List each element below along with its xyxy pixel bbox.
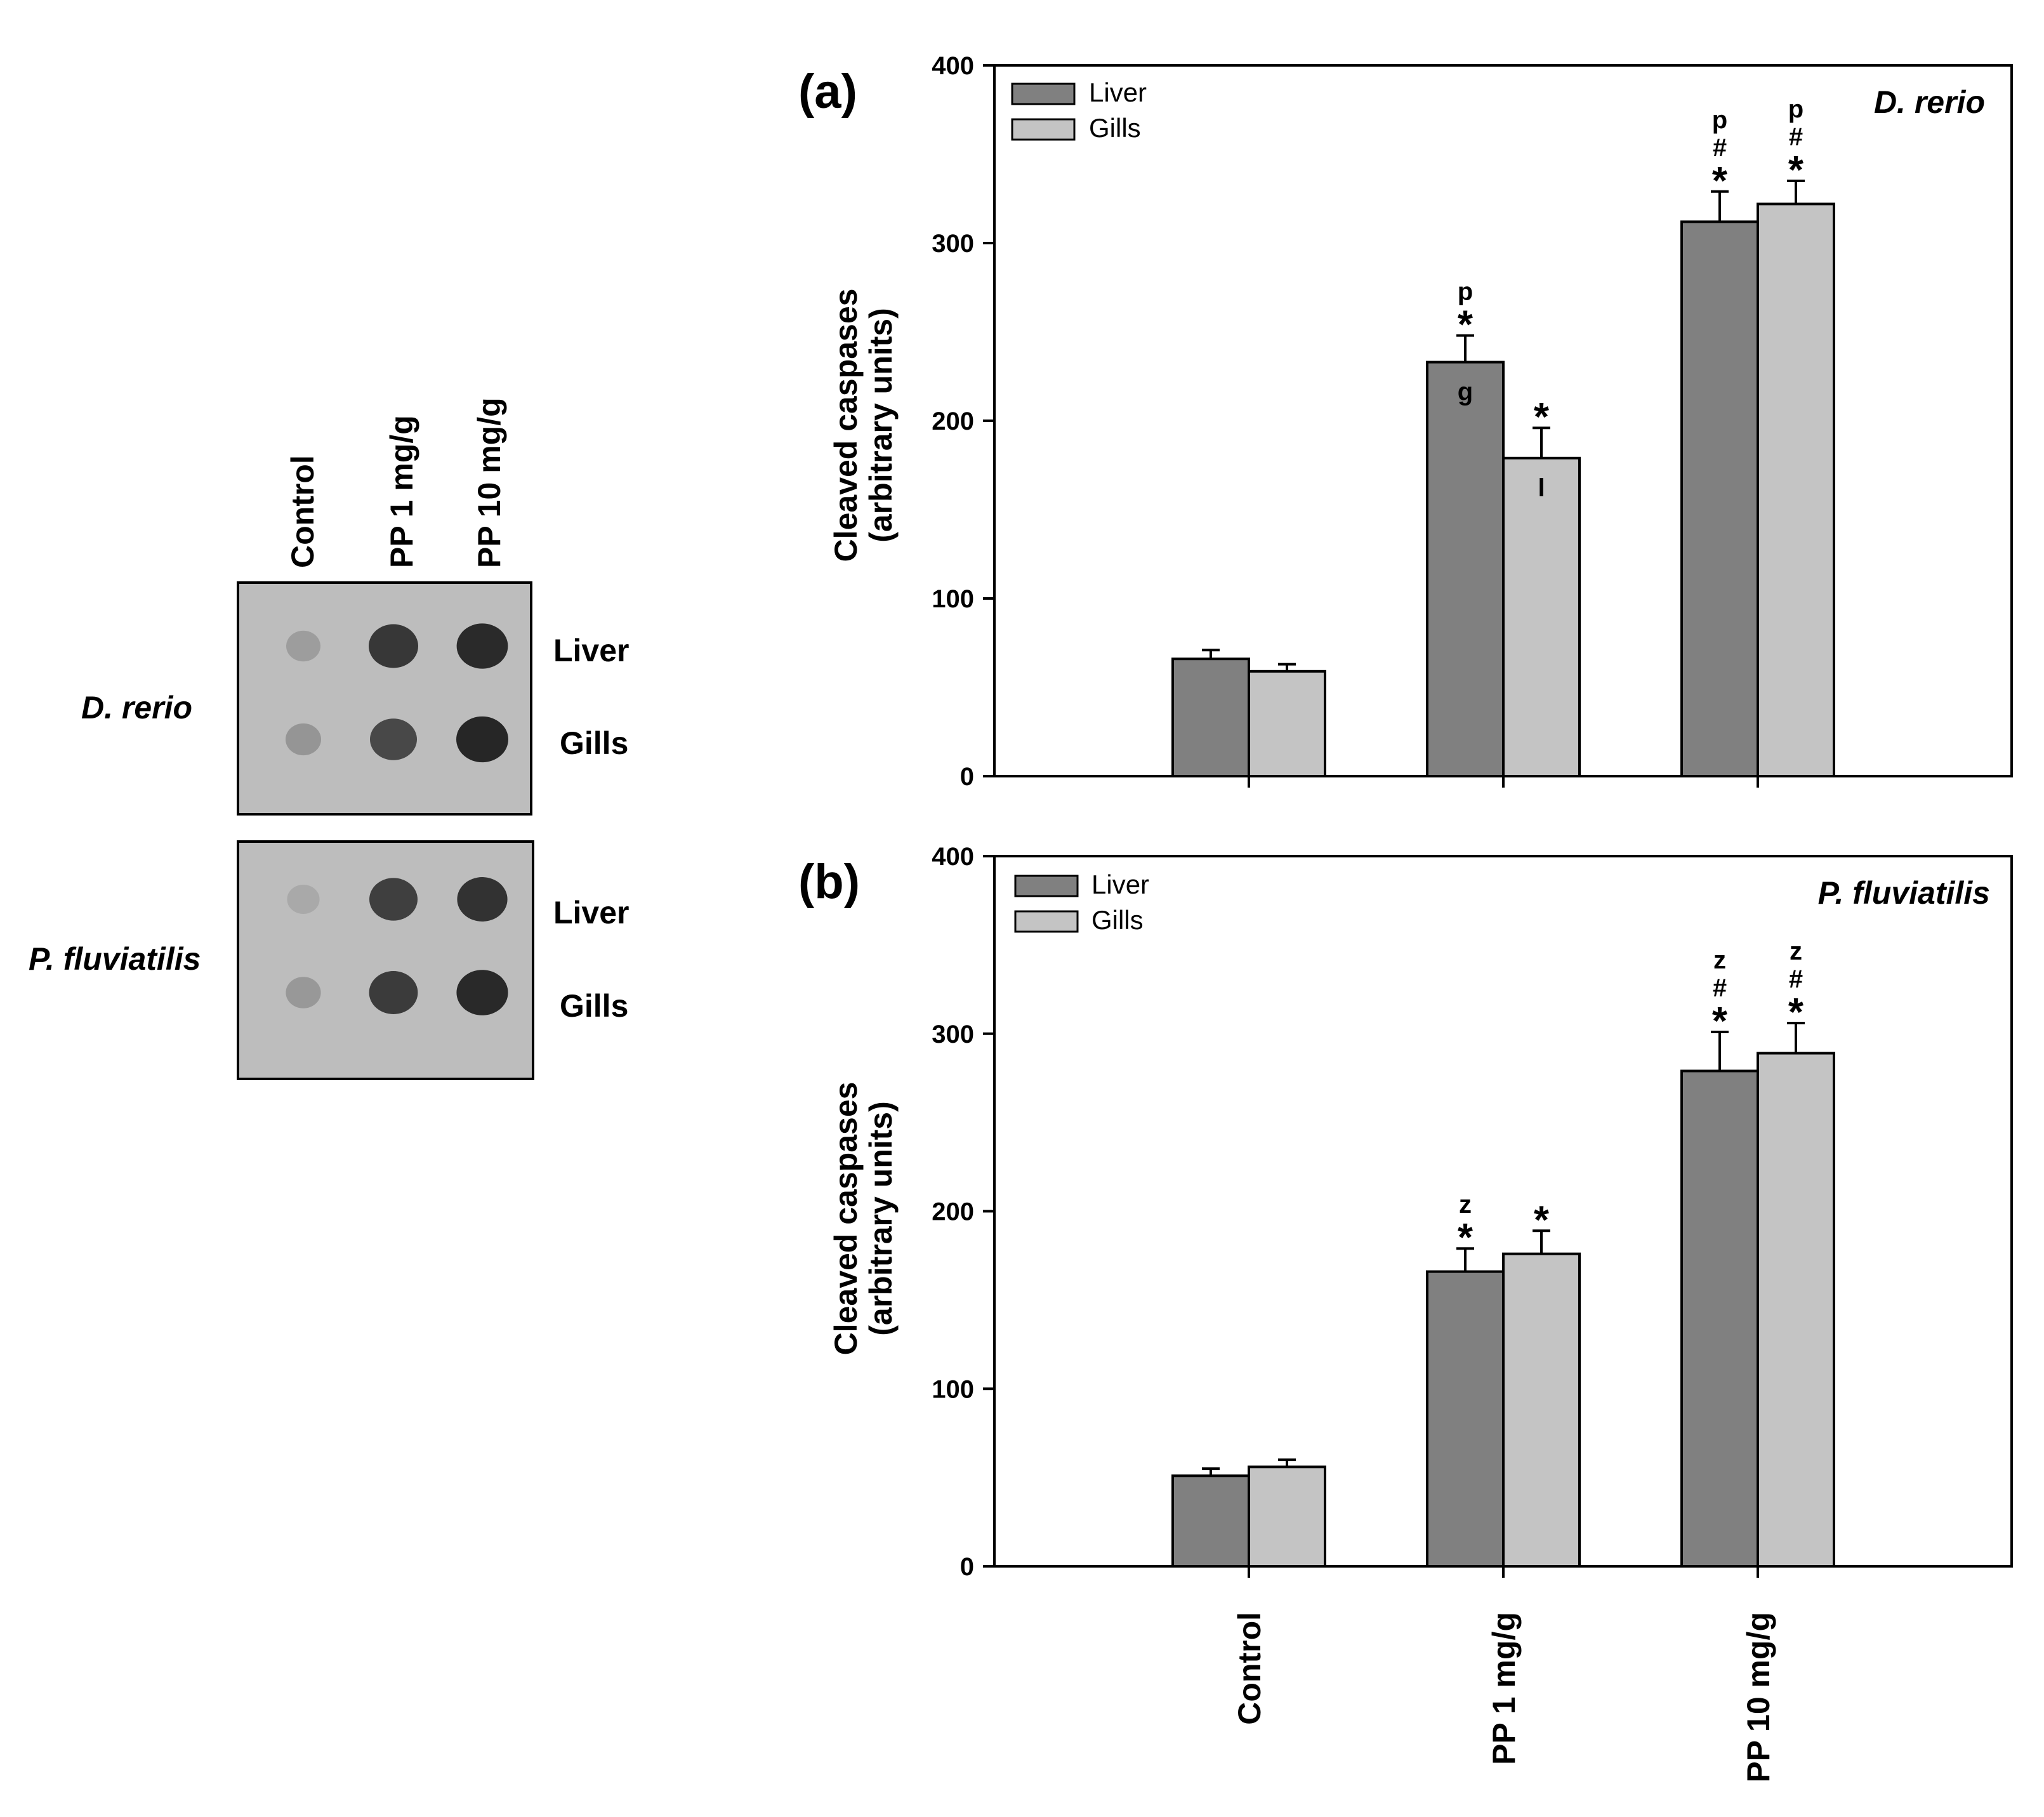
y-tick-label: 300 (932, 230, 974, 258)
blot-spot (286, 723, 321, 756)
chart-a-title: D. rerio (1874, 84, 1985, 120)
bar-gills (1248, 670, 1326, 778)
bar-gills (1502, 456, 1581, 777)
blot-lane-label-pp10: PP 10 mg/g (471, 397, 507, 568)
bar-gills (1757, 202, 1835, 777)
blot-spot (369, 971, 418, 1014)
significance-mark: # (1789, 965, 1803, 993)
legend-label-gills: Gills (1089, 113, 1141, 143)
legend-label-gills: Gills (1091, 905, 1144, 935)
blot-species-pfluviatilis: P. fluviatilis (29, 941, 201, 977)
blot-spot (369, 624, 418, 668)
blot-spot (287, 884, 320, 915)
y-tick-label: 200 (932, 407, 974, 435)
blot-row-label-liver: Liver (553, 633, 630, 668)
y-tick-label: 0 (960, 763, 974, 791)
blot-dots-pfluviatilis (286, 877, 508, 1015)
bar-gills (1757, 1052, 1835, 1568)
legend-swatch-liver (1014, 875, 1079, 897)
bar-liver (1426, 1270, 1505, 1568)
bar-liver (1171, 657, 1250, 777)
blot-spot (286, 977, 321, 1008)
blot-spot (369, 878, 418, 921)
chart-b-title: P. fluviatilis (1818, 875, 1990, 911)
significance-mark: * (1458, 303, 1474, 347)
blot-lane-label-control: Control (285, 455, 320, 568)
bar-liver (1680, 220, 1759, 777)
inside-mark: l (1538, 474, 1545, 502)
significance-mark: * (1458, 1216, 1474, 1260)
x-category-label: PP 1 mg/g (1486, 1612, 1522, 1765)
legend-label-liver: Liver (1089, 77, 1147, 107)
blot-species-drerio: D. rerio (81, 690, 192, 725)
blot-spot (370, 718, 417, 760)
legend-label-liver: Liver (1091, 869, 1149, 899)
chart-a: (a) D. rerio Cleaved caspases (arbitrary… (798, 52, 2013, 791)
significance-mark: * (1712, 159, 1728, 203)
significance-mark: * (1712, 1000, 1728, 1043)
blot-lane-label-pp1: PP 1 mg/g (384, 415, 419, 568)
significance-mark: # (1713, 134, 1727, 162)
legend-swatch-gills (1014, 910, 1079, 933)
significance-mark: # (1789, 123, 1803, 151)
significance-mark: p (1458, 278, 1473, 306)
x-category-label: Control (1232, 1612, 1267, 1725)
significance-mark: z (1790, 937, 1802, 965)
y-tick-label: 100 (932, 1375, 974, 1403)
legend-swatch-gills (1011, 118, 1076, 141)
chart-a-ylabel-line2: (arbitrary units) (863, 308, 899, 543)
panel-label-b: (b) (798, 855, 860, 909)
y-tick-label: 200 (932, 1198, 974, 1226)
y-tick-label: 400 (932, 52, 974, 80)
significance-mark: * (1788, 149, 1804, 192)
bar-liver (1171, 1474, 1250, 1568)
significance-mark: * (1534, 1198, 1550, 1242)
blot-dots-drerio (286, 623, 508, 763)
x-category-label: PP 10 mg/g (1741, 1612, 1776, 1783)
y-tick-label: 0 (960, 1553, 974, 1581)
significance-mark: # (1713, 974, 1727, 1002)
chart-b-ylabel-line2: (arbitrary units) (863, 1101, 899, 1336)
chart-a-legend: Liver Gills (1011, 77, 1147, 143)
blot-panel-drerio (237, 581, 532, 816)
bar-gills (1502, 1252, 1581, 1568)
chart-b-legend: Liver Gills (1014, 869, 1149, 935)
significance-mark: p (1712, 106, 1727, 134)
legend-swatch-liver (1011, 83, 1076, 105)
significance-mark: * (1534, 395, 1550, 439)
blot-row-label-gills: Gills (560, 725, 628, 761)
blot-panel-pfluviatilis (237, 840, 534, 1080)
blot-spot (286, 630, 320, 662)
blot-spot (456, 970, 508, 1015)
bar-liver (1680, 1069, 1759, 1568)
inside-mark: g (1458, 378, 1473, 406)
significance-mark: p (1788, 95, 1803, 123)
significance-mark: z (1713, 946, 1726, 974)
dot-blot: Control PP 1 mg/g PP 10 mg/g Liver Gills… (29, 397, 630, 1080)
bar-gills (1248, 1465, 1326, 1568)
blot-row-label-gills: Gills (560, 988, 628, 1024)
bar-liver (1426, 360, 1505, 777)
chart-a-ylabel-line1: Cleaved caspases (828, 289, 864, 562)
significance-mark: z (1459, 1191, 1472, 1219)
blot-spot (457, 877, 508, 922)
blot-spot (456, 623, 508, 669)
chart-b-ylabel-line1: Cleaved caspases (828, 1082, 864, 1356)
significance-mark: * (1788, 991, 1804, 1034)
panel-label-a: (a) (798, 65, 857, 119)
blot-row-label-liver: Liver (553, 895, 630, 930)
y-tick-label: 100 (932, 585, 974, 613)
y-tick-label: 300 (932, 1021, 974, 1048)
blot-spot (456, 716, 508, 763)
chart-b: (b) P. fluviatilis Cleaved caspases (arb… (798, 843, 2013, 1783)
y-tick-label: 400 (932, 843, 974, 871)
